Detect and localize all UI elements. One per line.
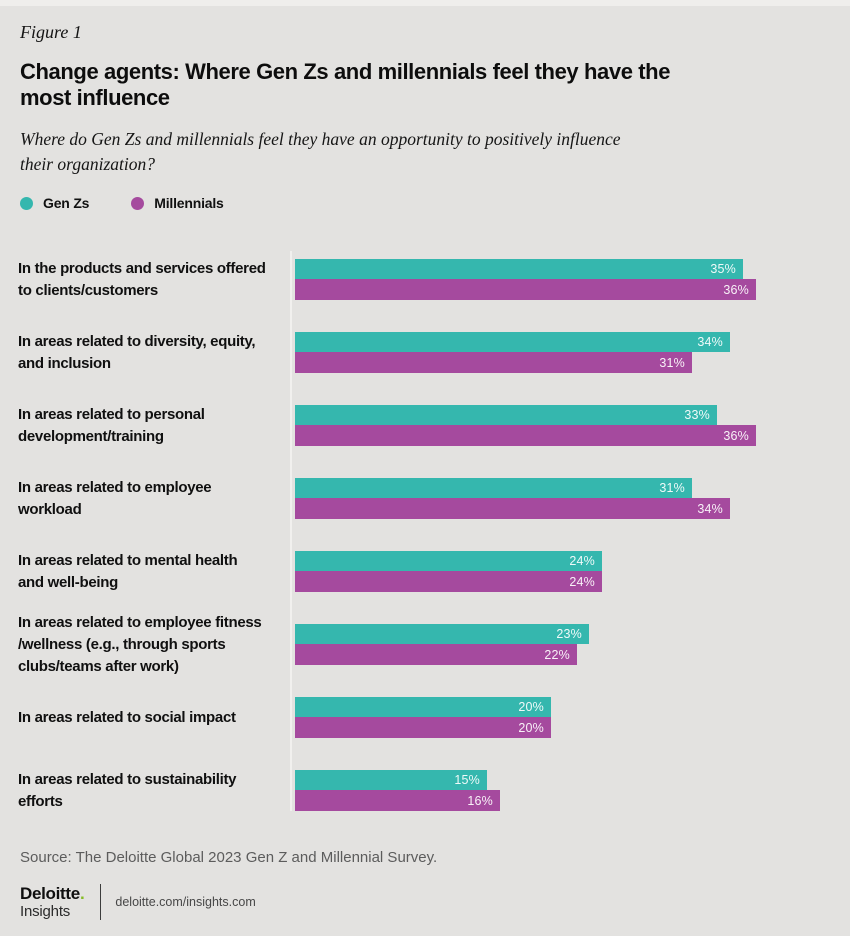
bar-value-label: 33% <box>684 408 710 422</box>
chart-row: In areas related to diversity, equity, a… <box>0 316 850 389</box>
category-label: In areas related to employee workload <box>18 478 212 518</box>
bar-genz: 35% <box>295 259 743 279</box>
chart-axis-line <box>290 251 292 811</box>
legend-item-millennials: Millennials <box>131 195 224 211</box>
chart-row: In areas related to personal development… <box>0 389 850 462</box>
deloitte-insights-logo: Deloitte. Insights <box>20 884 85 920</box>
bar-genz: 15% <box>295 770 487 790</box>
bar-chart: In the products and services offered to … <box>0 243 850 827</box>
chart-row: In areas related to mental health and we… <box>0 535 850 608</box>
bar-value-label: 22% <box>544 647 570 662</box>
bar-genz: 31% <box>295 478 692 498</box>
category-label: In the products and services offered to … <box>18 259 266 299</box>
bar-millennials: 22% <box>295 644 577 665</box>
bar-value-label: 16% <box>467 793 493 808</box>
bar-millennials: 24% <box>295 571 602 592</box>
bar-group: 23% 22% <box>295 624 850 665</box>
bar-value-label: 15% <box>454 773 480 787</box>
bar-value-label: 34% <box>697 501 723 516</box>
category-label: In areas related to employee fitness /we… <box>18 613 262 675</box>
bar-group: 31% 34% <box>295 478 850 519</box>
bar-value-label: 36% <box>723 428 749 443</box>
chart-row: In areas related to social impact 20% 20% <box>0 681 850 754</box>
bar-group: 24% 24% <box>295 551 850 592</box>
chart-legend: Gen Zs Millennials <box>20 195 830 211</box>
bar-genz: 24% <box>295 551 602 571</box>
chart-row: In areas related to employee workload 31%… <box>0 462 850 535</box>
chart-row: In areas related to sustainability effor… <box>0 754 850 827</box>
bar-genz: 34% <box>295 332 730 352</box>
chart-rows: In the products and services offered to … <box>0 243 850 827</box>
bar-value-label: 34% <box>697 335 723 349</box>
bar-group: 34% 31% <box>295 332 850 373</box>
chart-subtitle: Where do Gen Zs and millennials feel the… <box>20 129 621 174</box>
legend-label-millennials: Millennials <box>154 195 224 211</box>
genz-legend-dot-icon <box>20 196 33 210</box>
chart-title: Change agents: Where Gen Zs and millenni… <box>20 59 671 110</box>
bar-millennials: 16% <box>295 790 500 811</box>
brand-separator <box>100 884 102 920</box>
category-label: In areas related to sustainability effor… <box>18 770 237 810</box>
bar-value-label: 31% <box>659 481 685 495</box>
chart-row: In the products and services offered to … <box>0 243 850 316</box>
bar-genz: 33% <box>295 405 717 425</box>
millennial-legend-dot-icon <box>131 196 145 210</box>
bar-genz: 23% <box>295 624 589 644</box>
bar-millennials: 20% <box>295 717 551 738</box>
legend-label-genz: Gen Zs <box>43 195 90 211</box>
brand-footer: Deloitte. Insights deloitte.com/insights… <box>20 884 850 920</box>
brand-subtitle: Insights <box>20 903 71 920</box>
category-label: In areas related to social impact <box>18 708 236 726</box>
category-label: In areas related to diversity, equity, a… <box>18 332 256 372</box>
figure-header: Figure 1 Change agents: Where Gen Zs and… <box>0 6 850 211</box>
bar-value-label: 24% <box>569 574 595 589</box>
bar-value-label: 24% <box>569 554 595 568</box>
chart-row: In areas related to employee fitness /we… <box>0 608 850 681</box>
category-label: In areas related to mental health and we… <box>18 551 238 591</box>
bar-value-label: 23% <box>556 627 582 641</box>
bar-group: 33% 36% <box>295 405 850 446</box>
legend-item-genz: Gen Zs <box>20 195 89 211</box>
brand-green-dot-icon: . <box>79 884 85 903</box>
figure-label: Figure 1 <box>20 22 82 42</box>
bar-value-label: 20% <box>518 720 544 735</box>
bar-genz: 20% <box>295 697 551 717</box>
bar-value-label: 31% <box>659 355 685 370</box>
brand-url: deloitte.com/insights.com <box>115 895 256 909</box>
bar-value-label: 35% <box>710 262 736 276</box>
bar-group: 15% 16% <box>295 770 850 811</box>
bar-millennials: 36% <box>295 279 756 300</box>
category-label: In areas related to personal development… <box>18 405 205 445</box>
source-note: Source: The Deloitte Global 2023 Gen Z a… <box>20 849 438 866</box>
bar-value-label: 20% <box>518 700 544 714</box>
bar-millennials: 31% <box>295 352 692 373</box>
bar-group: 20% 20% <box>295 697 850 738</box>
bar-group: 35% 36% <box>295 259 850 300</box>
bar-millennials: 34% <box>295 498 730 519</box>
bar-millennials: 36% <box>295 425 756 446</box>
brand-name: Deloitte. <box>20 884 85 903</box>
bar-value-label: 36% <box>723 282 749 297</box>
